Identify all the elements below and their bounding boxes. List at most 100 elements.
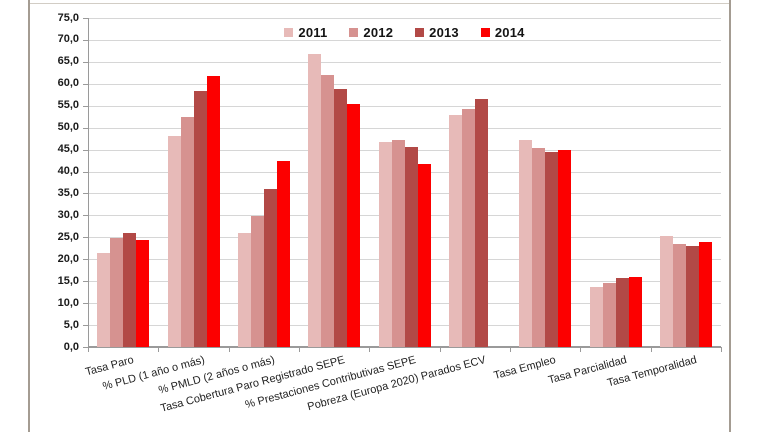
y-axis-tick (83, 171, 88, 173)
y-axis-tick (83, 127, 88, 129)
y-axis-tick-label: 65,0 (57, 55, 79, 68)
bar-2013-cat5 (404, 147, 418, 347)
bar-2013-cat2 (193, 90, 207, 347)
bar-2011-cat1 (97, 253, 111, 347)
bar-2012-cat3 (250, 216, 264, 347)
bar-2014-cat8 (628, 277, 642, 347)
y-axis-tick-label: 20,0 (57, 252, 79, 265)
y-axis-tick (83, 149, 88, 151)
x-axis-tick (650, 347, 652, 352)
bar-2011-cat6 (448, 114, 462, 347)
legend-item-2014: 2014 (480, 25, 525, 40)
bar-2014-cat2 (206, 75, 220, 347)
bar-2011-cat5 (378, 142, 392, 347)
y-axis-tick (83, 61, 88, 63)
chart-legend: 2011 2012 2013 2014 (88, 25, 721, 40)
x-axis-tick (369, 347, 371, 352)
y-axis-tick-label: 55,0 (57, 99, 79, 112)
bar-2012-cat4 (321, 74, 335, 347)
y-axis-tick-label: 45,0 (57, 143, 79, 156)
bar-2013-cat9 (685, 245, 699, 347)
y-axis-tick-label: 5,0 (63, 318, 79, 331)
gridline (88, 18, 721, 19)
y-axis-tick-label: 25,0 (57, 230, 79, 243)
y-axis-tick-label: 0,0 (63, 340, 79, 353)
bar-2012-cat1 (110, 238, 124, 347)
x-axis-tick (580, 347, 582, 352)
bar-2013-cat3 (263, 189, 277, 347)
legend-label: 2011 (298, 25, 328, 40)
y-axis-tick-label: 10,0 (57, 296, 79, 309)
y-axis-tick-label: 35,0 (57, 186, 79, 199)
legend-swatch-icon (415, 28, 425, 37)
gridline (88, 127, 721, 129)
page-border-top (30, 3, 729, 4)
bar-2014-cat5 (417, 164, 431, 347)
bar-2013-cat6 (474, 98, 488, 347)
bar-2013-cat7 (545, 152, 559, 347)
bar-2011-cat9 (659, 236, 673, 347)
y-axis-tick (83, 347, 88, 348)
bar-2012-cat2 (180, 117, 194, 347)
page-border-left (28, 0, 30, 432)
bar-2014-cat9 (698, 241, 712, 347)
bar-2011-cat8 (589, 286, 603, 347)
bar-2014-cat1 (136, 239, 150, 347)
legend-label: 2012 (363, 25, 394, 40)
legend-label: 2014 (494, 25, 525, 40)
legend-swatch-icon (480, 28, 490, 37)
y-axis-tick (83, 39, 88, 41)
y-axis-tick (83, 303, 88, 305)
y-axis-tick (83, 259, 88, 261)
x-axis-tick (439, 347, 441, 352)
gridline (88, 39, 721, 41)
y-axis-tick-label: 40,0 (57, 165, 79, 178)
bar-2012-cat7 (532, 148, 546, 347)
bar-2013-cat8 (615, 277, 629, 347)
y-axis-tick-label: 60,0 (57, 77, 79, 90)
y-axis-tick (83, 83, 88, 85)
y-axis-tick (83, 237, 88, 239)
legend-item-2011: 2011 (284, 25, 327, 40)
bar-2013-cat4 (334, 89, 348, 347)
y-axis-line (88, 18, 89, 351)
legend-item-2013: 2013 (415, 25, 459, 40)
y-axis-tick-label: 70,0 (57, 33, 79, 46)
y-axis-tick-label: 30,0 (57, 208, 79, 221)
bar-2012-cat6 (461, 108, 475, 347)
x-axis-tick (299, 347, 300, 352)
y-axis-tick (83, 105, 88, 107)
gridline (88, 83, 721, 85)
legend-label: 2013 (429, 25, 459, 40)
bar-2014-cat7 (558, 149, 572, 347)
x-axis-line (88, 346, 721, 348)
x-axis-tick (721, 347, 722, 352)
y-axis-tick-label: 75,0 (57, 11, 79, 24)
x-axis-tick (228, 347, 230, 352)
legend-item-2012: 2012 (349, 25, 393, 40)
legend-swatch-icon (349, 28, 359, 37)
y-axis-tick (83, 215, 88, 217)
bar-2011-cat4 (308, 53, 322, 347)
gridline (88, 61, 721, 63)
bar-2012-cat5 (391, 140, 405, 347)
page-border-right (729, 0, 731, 432)
bar-2012-cat8 (602, 282, 616, 347)
y-axis-tick (83, 325, 88, 327)
bar-2011-cat3 (237, 232, 251, 347)
y-axis-tick (83, 193, 88, 195)
bar-2011-cat7 (519, 139, 533, 347)
bar-2014-cat4 (347, 103, 361, 347)
y-axis-tick-label: 50,0 (57, 121, 79, 134)
x-axis-tick (88, 347, 89, 352)
x-axis-tick (510, 347, 511, 352)
y-axis-tick (83, 18, 88, 19)
bar-2013-cat1 (123, 232, 137, 347)
legend-swatch-icon (284, 28, 294, 37)
x-axis-tick (158, 347, 160, 352)
gridline (88, 105, 721, 107)
bar-2012-cat9 (672, 244, 686, 347)
bar-2014-cat3 (276, 160, 290, 347)
